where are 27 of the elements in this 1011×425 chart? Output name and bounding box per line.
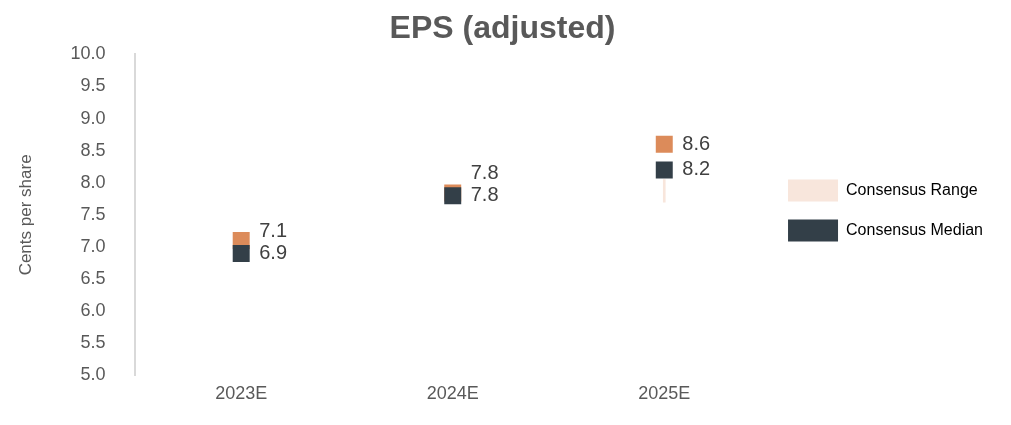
point	[232, 244, 250, 262]
y-axis-title: Cents per share	[15, 154, 35, 276]
x-tick-label: 2025E	[638, 383, 691, 404]
y-tick-label: 8.5	[80, 139, 106, 160]
y-tick-label: 5.5	[80, 332, 106, 353]
y-tick-label: 6.5	[80, 268, 106, 289]
y-tick-label: 8.0	[80, 171, 106, 192]
point	[655, 161, 673, 179]
chart-title: EPS (adjusted)	[389, 9, 616, 46]
y-tick-label: 10.0	[70, 43, 106, 64]
legend-label: Consensus Median	[846, 220, 983, 238]
data-label: 8.2	[682, 157, 711, 180]
y-tick-label: 7.5	[80, 203, 106, 224]
data-label: 7.1	[259, 218, 288, 241]
y-tick-label: 7.0	[80, 235, 106, 256]
x-tick-label: 2023E	[215, 383, 268, 404]
data-label: 7.8	[470, 183, 499, 206]
y-tick-label: 5.0	[80, 364, 106, 385]
y-tick-label: 9.0	[80, 107, 106, 128]
data-label: 6.9	[259, 240, 288, 263]
legend-label: Consensus Range	[846, 180, 978, 198]
x-tick-label: 2024E	[426, 383, 479, 404]
point	[655, 135, 673, 153]
y-tick-label: 9.5	[80, 75, 106, 96]
data-label: 8.6	[682, 131, 711, 154]
data-label: 7.8	[470, 161, 499, 184]
y-tick-label: 6.0	[80, 300, 106, 321]
